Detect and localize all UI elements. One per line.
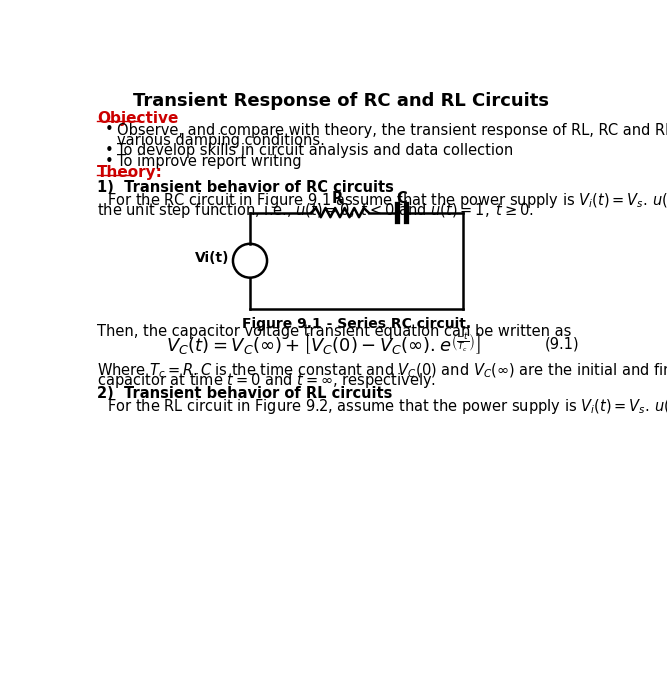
Text: •: • — [105, 122, 114, 137]
Text: Theory:: Theory: — [97, 165, 163, 180]
Text: Observe, and compare with theory, the transient response of RL, RC and RLC circu: Observe, and compare with theory, the tr… — [117, 122, 667, 137]
Text: R: R — [332, 190, 344, 206]
Text: 2)  Transient behavior of RL circuits: 2) Transient behavior of RL circuits — [97, 386, 393, 401]
Text: C: C — [396, 190, 408, 206]
Text: various damping conditions.: various damping conditions. — [117, 132, 325, 148]
Text: (9.1): (9.1) — [545, 337, 580, 352]
Text: the unit step function, i.e., $u(t) = 0,\; t < 0$ and $u(t) = 1,\; t \geq 0.$: the unit step function, i.e., $u(t) = 0,… — [97, 201, 534, 220]
Text: Then, the capacitor voltage transient equation can be written as: Then, the capacitor voltage transient eq… — [97, 324, 572, 340]
Text: 1)  Transient behavior of RC circuits: 1) Transient behavior of RC circuits — [97, 180, 394, 195]
Text: For the RL circuit in Figure 9.2, assume that the power supply is $V_i(t) = V_s.: For the RL circuit in Figure 9.2, assume… — [107, 397, 667, 416]
Text: $V_C(t) = V_C(\infty) + \left[V_C(0) - V_C(\infty). e^{\left(\frac{-t}{T_c}\righ: $V_C(t) = V_C(\infty) + \left[V_C(0) - V… — [166, 331, 481, 357]
Text: capacitor at time $t = 0$ and $t = \infty$, respectively.: capacitor at time $t = 0$ and $t = \inft… — [97, 371, 436, 390]
Text: For the RC circuit in Figure 9.1 assume that the power supply is $V_i(t) = V_s.\: For the RC circuit in Figure 9.1 assume … — [107, 191, 667, 210]
Text: Vi(t): Vi(t) — [195, 251, 230, 265]
Text: Where $T_c = R.C$ is the time constant and $V_C(0)$ and $V_C(\infty)$ are the in: Where $T_c = R.C$ is the time constant a… — [97, 361, 667, 380]
Text: Figure 9.1 - Series RC circuit.: Figure 9.1 - Series RC circuit. — [242, 316, 471, 330]
Text: To improve report writing: To improve report writing — [117, 154, 302, 169]
Text: Transient Response of RC and RL Circuits: Transient Response of RC and RL Circuits — [133, 92, 550, 110]
Text: •: • — [105, 154, 114, 169]
Text: Objective: Objective — [97, 111, 179, 126]
Text: •: • — [105, 144, 114, 158]
Text: To develop skills in circuit analysis and data collection: To develop skills in circuit analysis an… — [117, 144, 514, 158]
